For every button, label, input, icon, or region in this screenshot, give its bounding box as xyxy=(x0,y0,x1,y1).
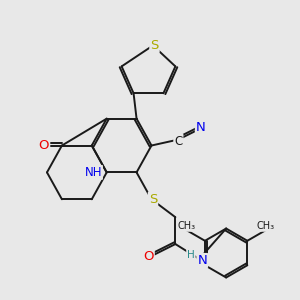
Text: N: N xyxy=(197,254,207,267)
Text: CH₃: CH₃ xyxy=(178,221,196,231)
Text: C: C xyxy=(174,134,182,148)
Text: NH: NH xyxy=(85,166,102,179)
Text: O: O xyxy=(39,139,49,152)
Text: O: O xyxy=(143,250,154,262)
Text: S: S xyxy=(149,193,157,206)
Text: H: H xyxy=(187,250,195,260)
Text: CH₃: CH₃ xyxy=(256,221,274,231)
Text: N: N xyxy=(196,121,206,134)
Text: S: S xyxy=(150,39,159,52)
